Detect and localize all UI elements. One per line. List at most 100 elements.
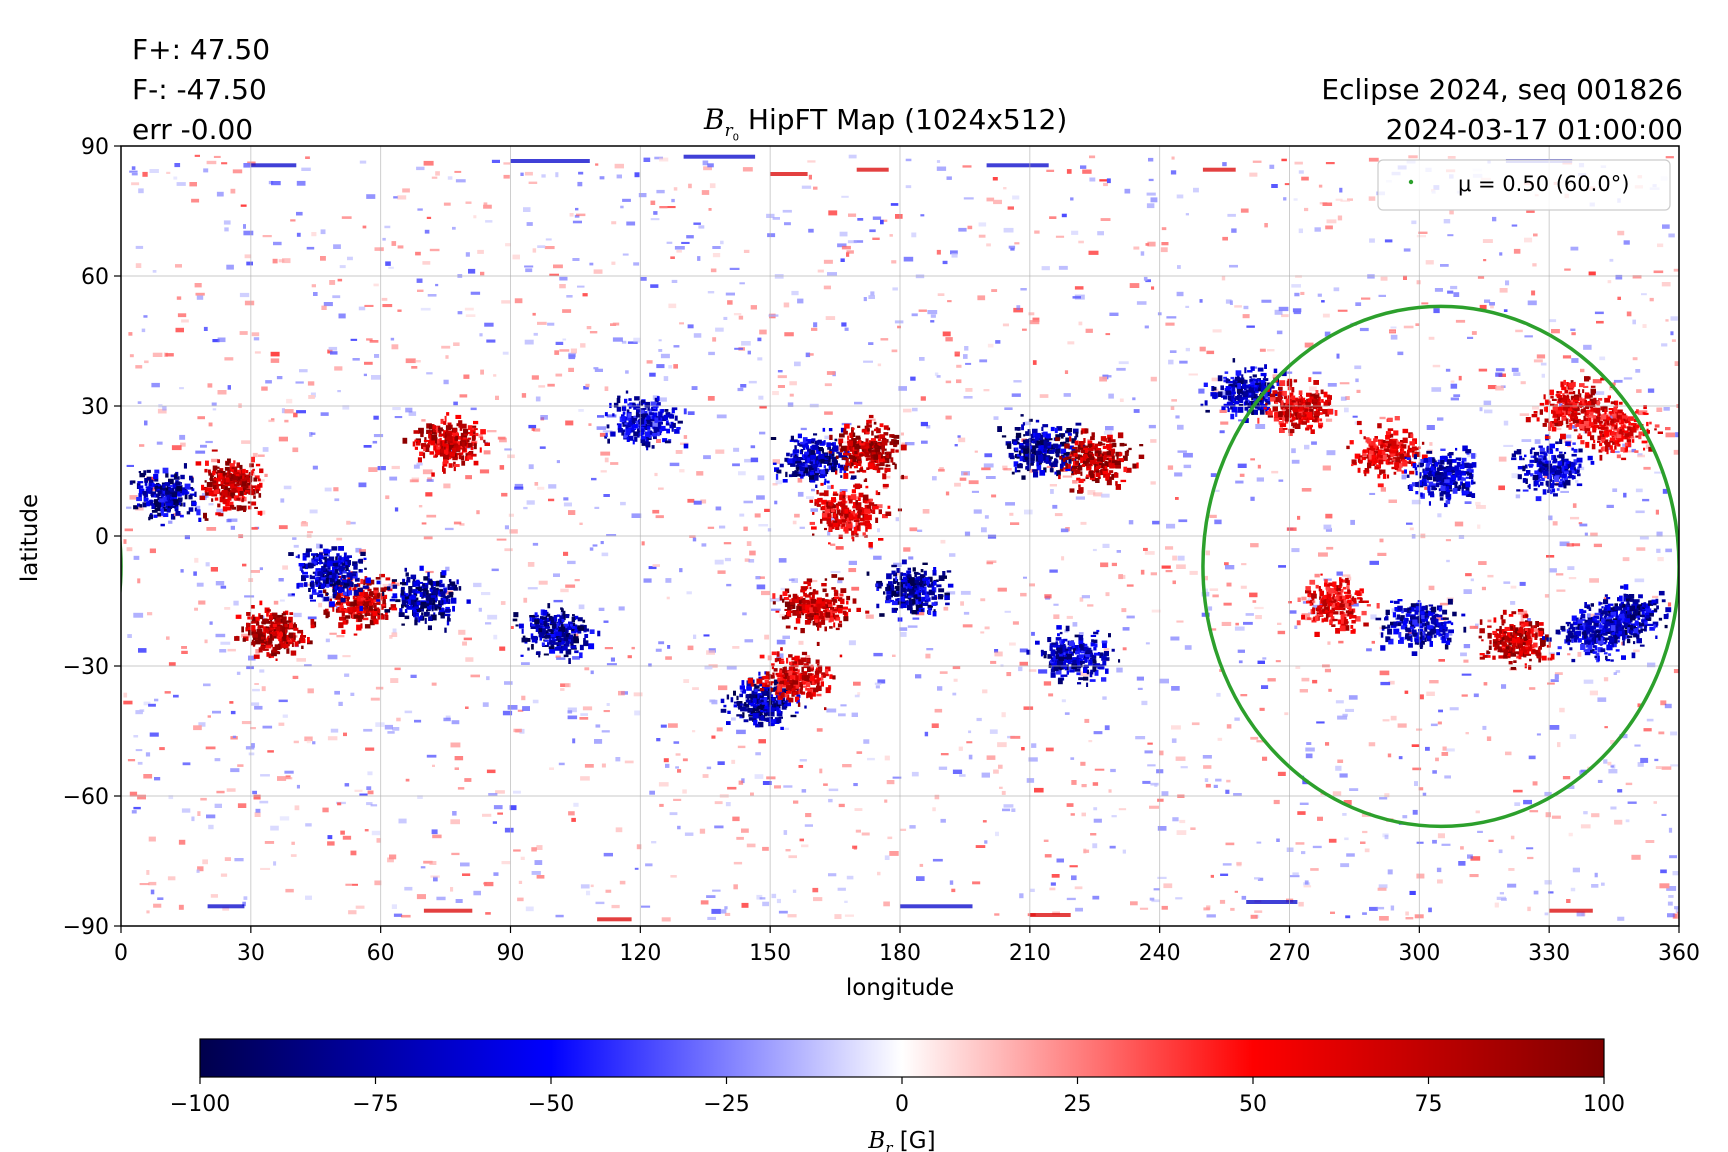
active-region-pixel [157, 495, 160, 500]
field-speckle [1531, 290, 1536, 296]
field-speckle [679, 469, 685, 473]
field-speckle [1662, 488, 1668, 494]
active-region-pixel [828, 453, 834, 460]
active-region-pixel [173, 495, 177, 502]
active-region-pixel [801, 449, 804, 452]
active-region-pixel [515, 624, 519, 627]
field-speckle [656, 738, 661, 742]
field-speckle [920, 396, 926, 401]
field-speckle [1481, 586, 1486, 591]
active-region-pixel [774, 467, 780, 472]
active-region-pixel [276, 635, 282, 639]
active-region-pixel [291, 633, 295, 640]
field-speckle [329, 280, 336, 285]
field-speckle [1559, 707, 1565, 713]
active-region-pixel [606, 424, 610, 429]
field-speckle [301, 167, 311, 171]
active-region-pixel [249, 490, 255, 495]
field-speckle [1161, 905, 1168, 910]
active-region-pixel [191, 501, 197, 506]
field-speckle [246, 665, 254, 670]
field-speckle [327, 841, 335, 846]
active-region-pixel [373, 602, 380, 605]
field-speckle [501, 300, 511, 304]
field-speckle [643, 578, 652, 583]
active-region-pixel [336, 594, 341, 600]
field-speckle [580, 776, 590, 781]
field-speckle [1245, 613, 1254, 616]
field-speckle [946, 591, 956, 595]
field-speckle [278, 722, 285, 726]
active-region-pixel [170, 474, 175, 478]
active-region-pixel [313, 621, 317, 628]
field-speckle [715, 449, 725, 454]
active-region-pixel [805, 439, 812, 444]
field-speckle [290, 854, 297, 857]
field-speckle [507, 705, 518, 710]
field-speckle [385, 261, 391, 266]
field-speckle [151, 485, 156, 491]
field-speckle [1415, 323, 1420, 326]
field-speckle [1570, 328, 1576, 331]
field-speckle [1325, 513, 1333, 519]
field-speckle [334, 498, 340, 502]
field-speckle [414, 719, 422, 723]
field-speckle [675, 766, 679, 769]
field-speckle [567, 710, 573, 714]
field-speckle [783, 302, 790, 308]
field-speckle [1397, 351, 1404, 356]
field-speckle [1183, 452, 1193, 458]
field-speckle [1325, 162, 1335, 165]
field-speckle [559, 276, 568, 281]
active-region-pixel [205, 460, 209, 466]
field-speckle [445, 566, 450, 572]
field-speckle [512, 254, 520, 260]
field-speckle [1183, 464, 1192, 469]
field-speckle [1312, 371, 1322, 375]
field-speckle [978, 222, 987, 227]
active-region-pixel [339, 562, 344, 565]
field-speckle [1165, 322, 1175, 326]
field-speckle [123, 692, 128, 698]
active-region-pixel [626, 415, 631, 421]
field-speckle [1572, 867, 1580, 873]
active-region-pixel [248, 630, 252, 636]
field-speckle [1672, 871, 1679, 876]
field-speckle [844, 327, 849, 331]
active-region-pixel [332, 606, 335, 612]
field-speckle [347, 256, 353, 261]
active-region-pixel [589, 629, 595, 634]
active-region-pixel [261, 636, 265, 640]
field-speckle [167, 876, 176, 881]
active-region-pixel [360, 591, 365, 597]
active-region-pixel [212, 490, 218, 495]
field-speckle [776, 639, 786, 645]
active-region-pixel [469, 432, 474, 436]
field-speckle [392, 407, 401, 411]
active-region-pixel [472, 432, 479, 437]
field-speckle [739, 513, 745, 517]
field-speckle [337, 390, 341, 393]
field-speckle [726, 665, 737, 670]
active-region-pixel [440, 419, 444, 424]
field-speckle [1019, 648, 1028, 653]
field-speckle [834, 914, 842, 919]
active-region-pixel [233, 460, 236, 464]
active-region-pixel [288, 552, 294, 556]
active-region-pixel [794, 445, 797, 451]
field-speckle [1529, 687, 1536, 690]
field-speckle [939, 671, 948, 674]
field-speckle [205, 746, 216, 750]
field-speckle [507, 454, 515, 459]
field-speckle [1426, 425, 1435, 430]
field-speckle [1342, 713, 1348, 717]
field-speckle [1121, 608, 1127, 613]
field-speckle [799, 759, 807, 762]
field-speckle [1355, 378, 1359, 383]
field-speckle [1325, 742, 1330, 746]
active-region-pixel [361, 598, 365, 604]
active-region-pixel [440, 612, 446, 616]
field-speckle [889, 575, 896, 579]
active-region-pixel [368, 579, 375, 585]
field-speckle [1475, 501, 1481, 506]
